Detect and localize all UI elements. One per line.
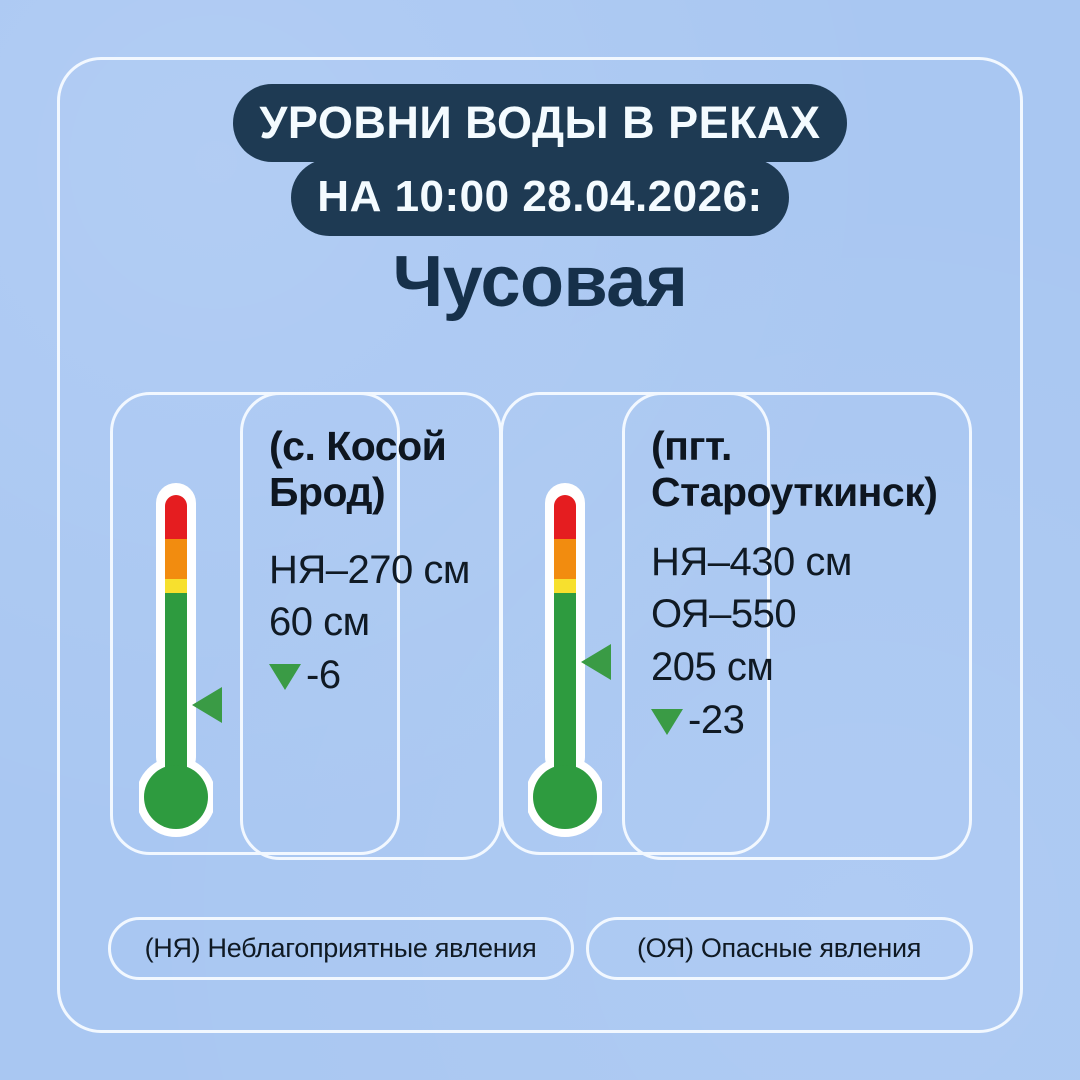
header-title-block: УРОВНИ ВОДЫ В РЕКАХ НА 10:00 28.04.2026:: [0, 84, 1080, 236]
legend-container: (НЯ) Неблагоприятные явления (ОЯ) Опасны…: [0, 917, 1080, 980]
station-delta-value-left: -6: [306, 653, 341, 698]
level-marker-arrow-right: [581, 644, 611, 680]
thermometer-graphic-left: [139, 483, 213, 837]
station-metric-level-left: 60 см: [269, 600, 370, 645]
title-pill-line2: НА 10:00 28.04.2026:: [291, 159, 789, 236]
station-text-card-right: (пгт. Староуткинск) НЯ–430 см ОЯ–550 205…: [622, 392, 972, 860]
level-marker-arrow-left: [192, 687, 222, 723]
river-name: Чусовая: [392, 242, 688, 322]
station-text-card-left: (с. Косой Брод) НЯ–270 см 60 см -6: [240, 392, 502, 860]
title-pill-line1: УРОВНИ ВОДЫ В РЕКАХ: [233, 84, 847, 162]
outer-frame: [57, 57, 1023, 1033]
legend-item-ny: (НЯ) Неблагоприятные явления: [107, 917, 574, 980]
station-metric-ny-left: НЯ–270 см: [269, 547, 470, 592]
station-metric-oya-right: ОЯ–550: [651, 592, 797, 637]
thermometer-graphic-right: [528, 483, 602, 837]
station-metric-ny-right: НЯ–430 см: [651, 539, 852, 584]
station-delta-left: -6: [269, 649, 477, 702]
station-name-right: (пгт. Староуткинск): [651, 423, 938, 516]
station-name-left: (с. Косой Брод): [269, 423, 447, 516]
station-metric-level-right: 205 см: [651, 645, 774, 690]
triangle-down-icon: [269, 664, 301, 691]
station-delta-value-right: -23: [688, 698, 745, 743]
thermometer-right: [528, 481, 602, 841]
thermometer-card-right: [500, 392, 770, 855]
thermometer-left: [139, 481, 213, 841]
thermometer-card-left: [110, 392, 400, 855]
legend-item-oya: (ОЯ) Опасные явления: [585, 917, 973, 980]
station-delta-right: -23: [651, 694, 947, 747]
triangle-down-icon: [651, 708, 683, 735]
